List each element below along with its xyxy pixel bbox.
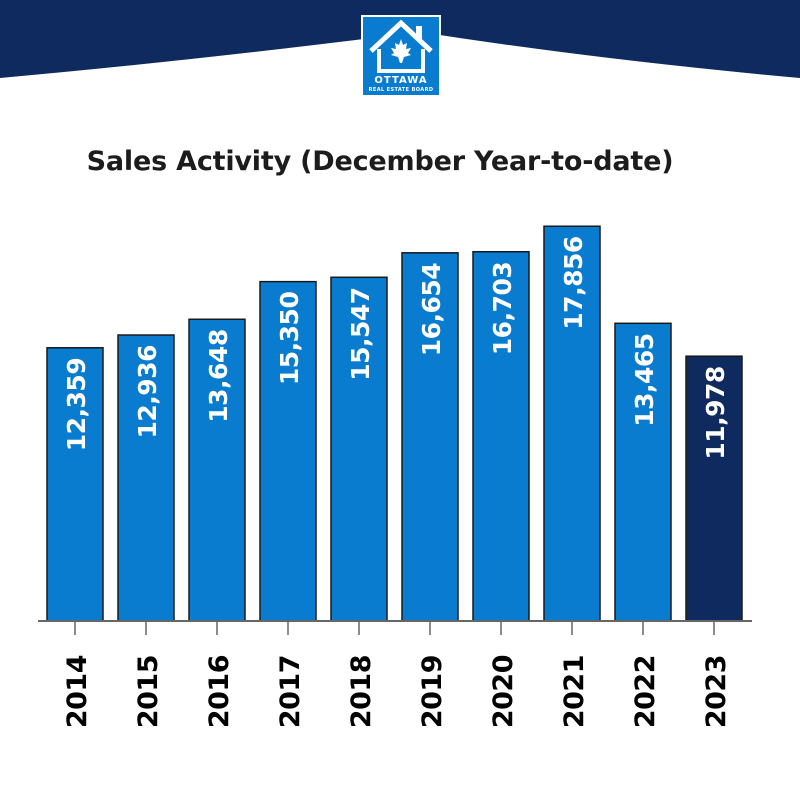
x-tick-label: 2021 xyxy=(559,655,590,728)
bar-2022 xyxy=(614,322,672,622)
logo-subtitle: REAL ESTATE BOARD xyxy=(368,87,434,93)
bar-value-label: 12,359 xyxy=(62,358,91,451)
bar-value-label: 16,703 xyxy=(488,262,517,355)
x-tick-label: 2022 xyxy=(630,655,661,728)
chart-title: Sales Activity (December Year-to-date) xyxy=(86,146,674,177)
x-tick-label: 2014 xyxy=(62,655,93,728)
bar-value-label: 16,654 xyxy=(417,263,446,357)
bar-value-label: 17,856 xyxy=(559,236,588,330)
x-tick-label: 2023 xyxy=(701,655,732,728)
header-band xyxy=(0,0,800,78)
bar-value-label: 13,465 xyxy=(630,333,659,426)
house-maple-leaf-icon xyxy=(369,19,433,73)
x-tick-label: 2016 xyxy=(204,655,235,728)
bar-value-label: 11,978 xyxy=(701,366,730,459)
logo: OTTAWA REAL ESTATE BOARD xyxy=(361,15,441,97)
x-tick-label: 2020 xyxy=(488,655,519,728)
x-tick-label: 2015 xyxy=(133,655,164,728)
bar-2023 xyxy=(685,355,743,622)
x-tick-label: 2017 xyxy=(275,655,306,728)
x-tick-label: 2019 xyxy=(417,655,448,728)
bar-2015 xyxy=(117,334,175,622)
bar-2017 xyxy=(259,280,317,622)
bar-2020 xyxy=(472,250,530,622)
bar-value-label: 13,648 xyxy=(204,329,233,422)
logo-wordmark: OTTAWA xyxy=(374,75,428,86)
bar-value-label: 15,350 xyxy=(275,292,304,386)
bar-2016 xyxy=(188,318,246,622)
bar-2014 xyxy=(46,347,104,622)
bar-value-label: 12,936 xyxy=(133,345,162,439)
bar-value-label: 15,547 xyxy=(346,287,375,380)
x-tick-label: 2018 xyxy=(346,655,377,728)
bar-2021 xyxy=(543,225,601,622)
